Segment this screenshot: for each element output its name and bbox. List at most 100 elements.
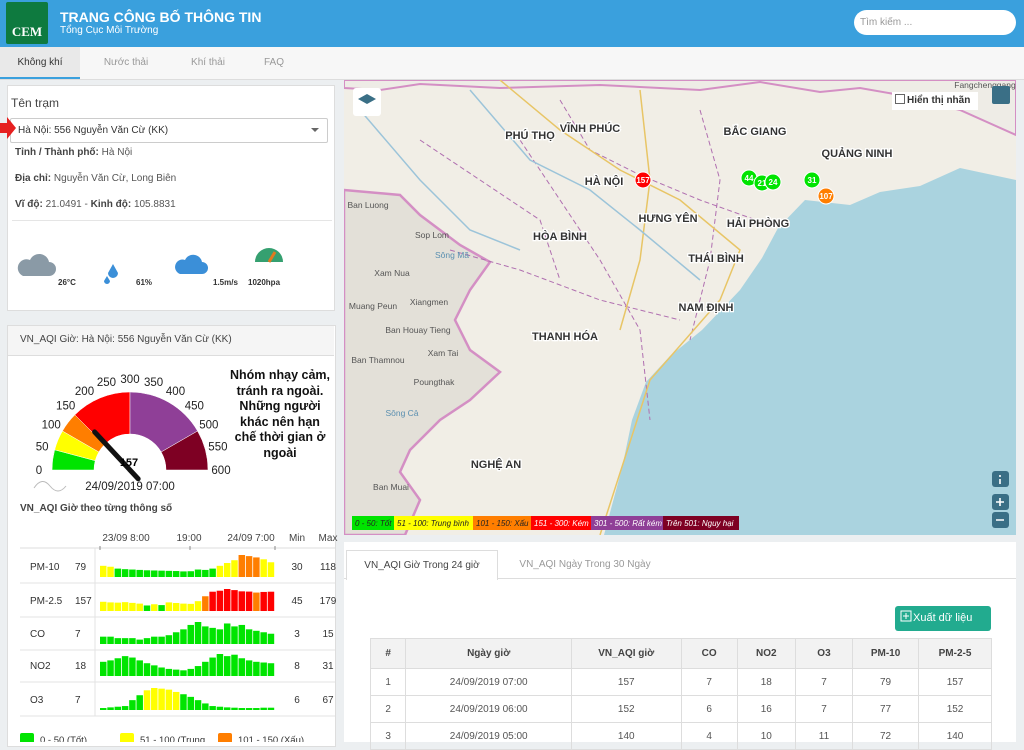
param-name: O3: [30, 695, 44, 706]
param-value: 7: [75, 629, 81, 640]
wind-icon: [175, 254, 208, 274]
export-button[interactable]: Xuất dữ liệu: [895, 606, 991, 631]
station-label: Tên trạm: [11, 96, 60, 110]
spark-bar: [231, 707, 238, 710]
spark-bar: [180, 629, 187, 644]
province-label: HƯNG YÊN: [638, 212, 697, 225]
place-label: Ban Thamnou: [351, 355, 405, 365]
marker-value: 24: [769, 178, 778, 187]
gauge-tick-label: 400: [166, 386, 185, 398]
spark-bar: [107, 602, 114, 611]
station-marker[interactable]: [803, 171, 821, 189]
table-cell: 4: [680, 722, 738, 750]
table-cell: 77: [852, 695, 920, 723]
legend-label: 151 - 300: Kém: [534, 519, 589, 528]
tab-line: [344, 578, 1016, 579]
param-name: CO: [30, 629, 45, 640]
spark-bar: [253, 592, 260, 611]
tab[interactable]: VN_AQI Ngày Trong 30 Ngày: [519, 559, 651, 570]
spark-bar: [231, 626, 238, 644]
spark-bar: [238, 591, 246, 611]
map[interactable]: PHÚ THỌ VĨNH PHÚC HÀ NỘI BẮC GIANG QUẢNG NIN…: [344, 80, 1016, 535]
header-cell: O3: [794, 638, 854, 669]
station-select[interactable]: Hà Nội: 556 Nguyễn Văn Cừ (KK): [10, 118, 328, 143]
legend-label: 301 - 500: Rất kém: [594, 519, 662, 528]
station-marker[interactable]: [634, 171, 652, 189]
province-label: QUẢNG NINH: [822, 147, 893, 160]
tab-active[interactable]: VN_AQI Giờ Trong 24 giờ: [346, 550, 498, 580]
param-name: NO2: [30, 661, 51, 672]
export-label: Xuất dữ liệu: [913, 612, 973, 624]
river: [359, 109, 521, 251]
spark-bar: [114, 568, 122, 577]
legend-label: 101 - 150: Xấu: [476, 519, 529, 528]
site-title[interactable]: TRANG CÔNG BỐ THÔNG TIN: [60, 9, 262, 25]
aqi-heading-bar: [8, 326, 334, 356]
params-title: VN_AQI Giờ theo từng thông số: [20, 503, 173, 514]
gauge-tick-label: 600: [211, 465, 230, 477]
legend-label: 101 - 150 (Xấu): [238, 735, 304, 742]
gauge-icon: [33, 481, 67, 492]
drop-icon: [104, 264, 118, 284]
param-max: 179: [320, 596, 337, 607]
table-cell: 3: [369, 722, 407, 750]
spark-bar: [172, 669, 180, 676]
spark-bar: [231, 590, 238, 611]
tab[interactable]: Nước thải: [103, 57, 149, 68]
spark-bar: [267, 633, 275, 644]
search-input[interactable]: Tìm kiếm ...: [854, 10, 1016, 35]
table-cell: 152: [571, 695, 682, 723]
label-toggle[interactable]: Hiển thị nhãn: [892, 92, 978, 110]
spark-bar: [136, 603, 143, 611]
spark-bar: [136, 569, 143, 577]
spark-bar: [143, 605, 151, 611]
gauge-needle: [92, 429, 141, 482]
table-cell: 152: [918, 695, 992, 723]
tab[interactable]: FAQ: [263, 57, 284, 68]
column-header: 19:00: [176, 533, 201, 544]
spark-bar: [172, 691, 180, 710]
tab-active[interactable]: Không khí: [0, 47, 80, 79]
spark-bar: [231, 560, 238, 577]
spark-bar: [165, 570, 173, 577]
place-label: Sông Mã: [435, 250, 469, 260]
param-min: 6: [294, 695, 300, 706]
gauge-tick-label: 500: [199, 420, 218, 432]
weather-value: 1.5m/s: [213, 278, 238, 287]
marker-value: 107: [819, 192, 833, 201]
marker-value: 157: [636, 176, 650, 185]
table-cell: 72: [852, 722, 920, 750]
arrow-marker: [0, 117, 16, 139]
station-marker[interactable]: [817, 187, 835, 205]
spark-bar: [100, 708, 107, 710]
gauge-tick-label: 200: [75, 386, 94, 398]
table-cell: 10: [736, 722, 796, 750]
spark-bar: [253, 557, 260, 577]
legend-swatch: [663, 516, 739, 530]
logo[interactable]: CEM: [6, 2, 48, 44]
spark-bar: [151, 665, 158, 676]
tab[interactable]: Khí thải: [191, 57, 225, 68]
spark-bar: [143, 638, 151, 644]
param-value: 157: [75, 596, 92, 607]
sea: [604, 168, 1016, 535]
station-marker[interactable]: [764, 173, 782, 191]
fullscreen-button[interactable]: [992, 86, 1010, 104]
table-cell: 18: [736, 668, 796, 696]
gauge-tick-label: 300: [120, 374, 139, 386]
table-cell: 157: [918, 668, 992, 696]
spark-bar: [253, 661, 260, 676]
spark-bar: [238, 555, 246, 577]
province-label: THÁI BÌNH: [688, 252, 744, 265]
place-label: Ban Luong: [347, 200, 388, 210]
red-arrow: [0, 117, 16, 139]
place-label: Ban Houay Tieng: [385, 325, 450, 335]
spark-bar: [151, 570, 158, 577]
column-header: Max: [319, 533, 338, 544]
spark-bar: [223, 656, 231, 676]
field-label: Vĩ độ:: [15, 199, 43, 210]
province-border: [689, 109, 721, 341]
place-label: Sop Lom: [415, 230, 449, 240]
address-row: Địa chỉ: Nguyễn Văn Cừ, Long Biên: [15, 173, 176, 184]
